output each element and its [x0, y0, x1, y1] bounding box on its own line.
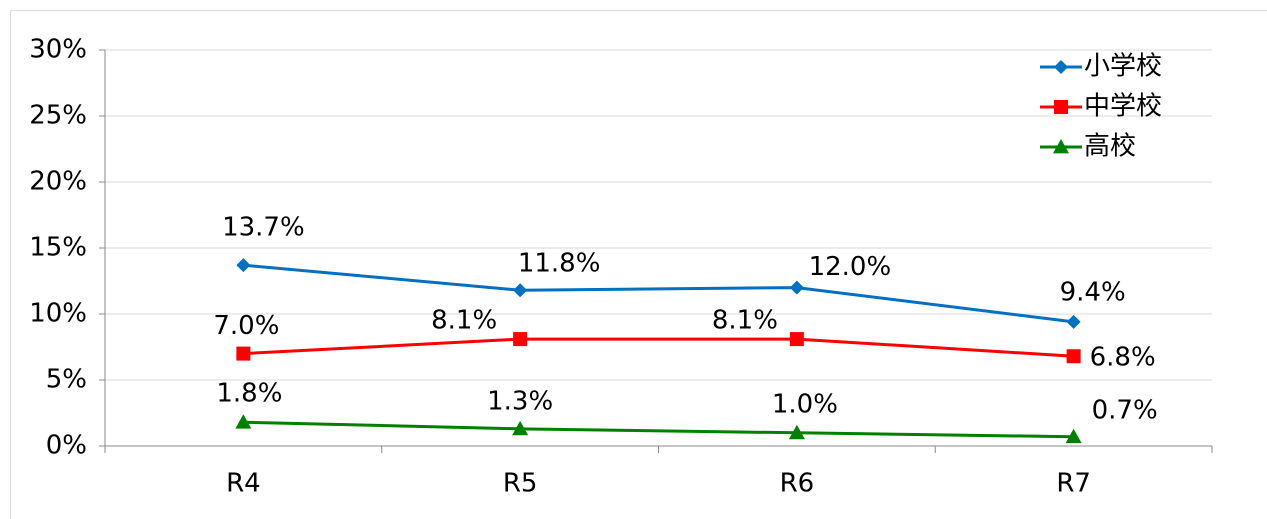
marker	[512, 420, 529, 436]
legend-marker	[1054, 60, 1068, 74]
data-label: 8.1%	[712, 306, 778, 336]
data-label: 7.0%	[213, 311, 279, 341]
y-tick-label: 20%	[29, 167, 87, 197]
legend-marker	[1053, 139, 1069, 154]
x-tick-label: R6	[780, 469, 815, 499]
series-line	[243, 337, 1074, 358]
y-tick-label: 0%	[46, 431, 87, 461]
data-label: 12.0%	[809, 252, 892, 282]
legend-label: 中学校	[1084, 92, 1162, 122]
marker	[1065, 428, 1082, 444]
data-label: 1.0%	[772, 389, 838, 419]
data-label: 1.8%	[216, 379, 282, 409]
y-tick-label: 5%	[46, 365, 87, 395]
marker	[236, 346, 251, 361]
x-tick-label: R7	[1056, 469, 1091, 499]
data-label: 6.8%	[1090, 343, 1156, 373]
data-label: 11.8%	[518, 249, 601, 279]
chart-border	[10, 10, 1267, 519]
data-label: 9.4%	[1060, 277, 1126, 307]
marker	[513, 332, 528, 347]
y-tick-label: 30%	[29, 35, 87, 65]
marker	[789, 280, 804, 295]
marker	[236, 258, 251, 273]
marker	[1066, 314, 1081, 329]
series-line	[243, 420, 1074, 439]
data-label: 8.1%	[431, 306, 497, 336]
marker	[1066, 349, 1081, 364]
marker	[235, 414, 252, 429]
marker	[788, 424, 805, 440]
marker	[789, 332, 804, 347]
legend-label: 高校	[1084, 132, 1136, 162]
x-tick-label: R4	[226, 469, 261, 499]
legend-label: 小学校	[1084, 52, 1162, 82]
y-tick-label: 10%	[29, 299, 87, 329]
series-line	[243, 263, 1074, 324]
marker	[513, 283, 528, 298]
data-label: 1.3%	[487, 386, 553, 416]
data-label: 0.7%	[1092, 395, 1158, 425]
y-tick-label: 15%	[29, 233, 87, 263]
x-tick-label: R5	[503, 469, 538, 499]
legend-marker	[1054, 100, 1068, 114]
data-label: 13.7%	[222, 213, 305, 243]
y-tick-label: 25%	[29, 101, 87, 131]
